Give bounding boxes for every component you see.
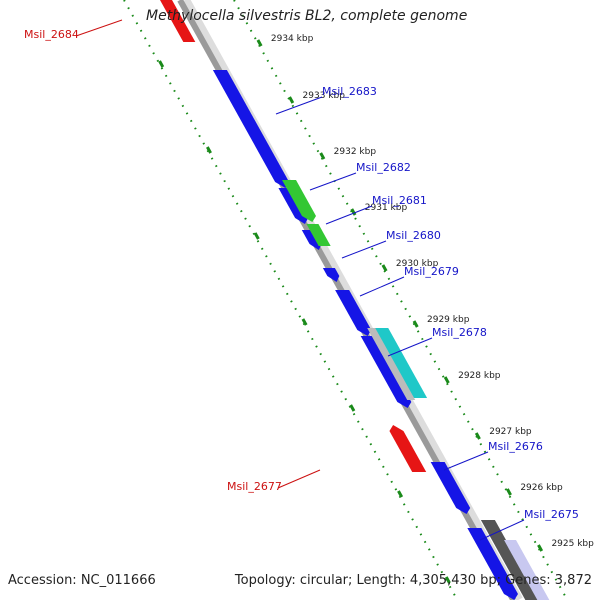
- gene-label: Msil_2678: [432, 326, 487, 339]
- gene-feature: [430, 462, 471, 514]
- kbp-label: 2925 kbp: [551, 539, 594, 549]
- gene-feature: [360, 336, 412, 408]
- kbp-label: 2933 kbp: [303, 91, 346, 101]
- kbp-label: 2931 kbp: [365, 203, 408, 213]
- gene-feature: [480, 520, 540, 600]
- gene-label: Msil_2676: [488, 440, 543, 453]
- major-tick: [206, 146, 212, 154]
- gene-feature: [306, 224, 331, 246]
- gene-label-leader: [359, 276, 405, 297]
- genome-summary-text: Topology: circular; Length: 4,305,430 bp…: [234, 573, 592, 588]
- gene-label: Msil_2684: [24, 28, 79, 41]
- genome-title: Methylocella silvestris BL2, complete ge…: [146, 8, 468, 24]
- major-tick: [444, 576, 451, 584]
- major-tick: [158, 60, 165, 68]
- major-tick: [474, 432, 481, 440]
- gene-label: Msil_2680: [386, 229, 441, 242]
- major-tick: [349, 404, 356, 412]
- gene-feature: [160, 0, 196, 42]
- major-tick: [443, 376, 450, 384]
- kbp-label: 2934 kbp: [271, 34, 314, 44]
- gene-feature: [278, 188, 309, 224]
- gene-feature: [282, 180, 316, 222]
- gene-label-leader: [275, 96, 323, 115]
- gene-label-leader: [277, 469, 321, 489]
- major-tick: [301, 318, 308, 326]
- major-tick: [350, 208, 357, 216]
- gene-label-leader: [443, 451, 489, 471]
- kbp-label: 2930 kbp: [396, 259, 439, 269]
- gene-feature: [467, 528, 518, 600]
- gene-label-leader: [75, 19, 123, 37]
- gene-label-leader: [479, 519, 525, 541]
- major-tick: [253, 232, 260, 240]
- gene-feature: [374, 328, 428, 398]
- gene-feature: [367, 328, 416, 400]
- kbp-label: 2932 kbp: [334, 147, 377, 157]
- major-tick: [412, 320, 419, 328]
- gene-label-leader: [325, 205, 373, 225]
- outer-ruler-left: [123, 0, 459, 600]
- gene-label: Msil_2679: [404, 265, 459, 278]
- accession-text: Accession: NC_011666: [8, 573, 156, 588]
- major-tick: [288, 96, 295, 104]
- outer-ruler-right: [233, 0, 569, 600]
- major-tick: [397, 490, 404, 498]
- major-tick: [506, 488, 512, 496]
- gene-feature: [504, 540, 550, 600]
- major-tick: [256, 39, 263, 47]
- gene-label: Msil_2681: [372, 194, 427, 207]
- gene-feature: [301, 230, 322, 250]
- gene-label-leader: [387, 337, 433, 357]
- kbp-label: 2927 kbp: [489, 427, 532, 437]
- major-tick: [381, 264, 388, 272]
- major-tick: [537, 544, 544, 552]
- gene-feature: [335, 290, 372, 336]
- gene-feature: [389, 425, 427, 472]
- gene-label-leader: [341, 240, 387, 259]
- kbp-label: 2929 kbp: [427, 315, 470, 325]
- kbp-label: 2928 kbp: [458, 371, 501, 381]
- major-tick: [319, 152, 326, 160]
- gene-label-leader: [309, 172, 357, 191]
- kbp-label: 2926 kbp: [520, 483, 563, 493]
- gene-feature: [212, 70, 290, 188]
- gene-label: Msil_2675: [524, 508, 579, 521]
- gene-label: Msil_2683: [322, 85, 377, 98]
- gene-label: Msil_2677: [227, 480, 282, 493]
- gene-feature: [322, 268, 340, 282]
- gene-label: Msil_2682: [356, 161, 411, 174]
